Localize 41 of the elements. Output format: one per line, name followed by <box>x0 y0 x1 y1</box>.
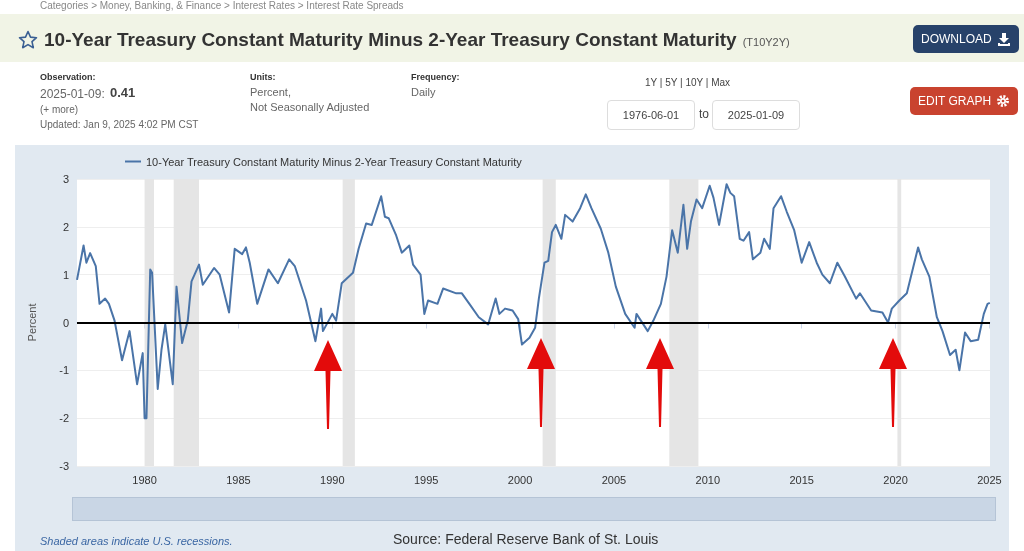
text: Categories > Money, Banking, & Finance > Interest Rates > Interest Rate Spreads <box>40 0 404 11</box>
text: Updated: Jan 9, 2025 4:02 PM CST <box>40 119 199 130</box>
y-tick-label: 1 <box>62 268 69 281</box>
source-note: Source: Federal Reserve Bank of St. Louis <box>393 531 659 547</box>
text: 1976-06-01 <box>622 109 680 121</box>
chart-subtitle: (T10Y2Y) <box>742 36 790 48</box>
x-tick-label: 2000 <box>507 473 533 486</box>
y-tick-label: -2 <box>59 412 69 425</box>
text: Shaded areas indicate U.S. recessions. <box>40 535 233 547</box>
text: Not Seasonally Adjusted <box>250 101 370 113</box>
x-tick-label: 1995 <box>413 473 439 486</box>
y-tick-label: -1 <box>59 364 69 377</box>
y-tick-label: 2 <box>62 220 69 233</box>
x-tick-label: 1980 <box>132 473 157 486</box>
text: Units: <box>250 72 276 82</box>
x-tick-label: 1985 <box>226 473 251 486</box>
text: 2025-01-09 <box>727 109 785 121</box>
legend-label: 10-Year Treasury Constant Maturity Minus 2-Year Treasury Constant Maturity <box>146 155 523 168</box>
text: (+ more) <box>40 104 79 115</box>
x-tick-label: 1990 <box>320 473 345 486</box>
text: Daily <box>411 86 436 98</box>
text: DOWNLOAD <box>921 32 992 46</box>
x-tick-label: 2005 <box>601 473 627 486</box>
text: Percent, <box>250 86 291 98</box>
y-tick-label: -3 <box>59 460 69 472</box>
text: 1Y | 5Y | 10Y | Max <box>645 77 731 88</box>
x-tick-label: 2015 <box>789 473 814 486</box>
x-tick-label: 2020 <box>883 473 908 486</box>
x-tick-label: 2025 <box>977 473 1002 486</box>
y-tick-label: 3 <box>62 173 69 185</box>
line-series <box>76 183 991 420</box>
text: to <box>699 107 710 121</box>
y-axis-title: Percent <box>25 303 38 342</box>
x-tick-label: 2010 <box>695 473 721 486</box>
text: 2025-01-09: <box>40 87 105 101</box>
text: Frequency: <box>411 72 460 82</box>
chart-title: 10-Year Treasury Constant Maturity Minus 2-Year Treasury Constant Maturity <box>44 29 737 51</box>
text: 0.41 <box>110 85 136 100</box>
y-tick-label: 0 <box>62 316 69 329</box>
text: EDIT GRAPH <box>918 94 992 108</box>
text: Observation: <box>40 72 96 82</box>
